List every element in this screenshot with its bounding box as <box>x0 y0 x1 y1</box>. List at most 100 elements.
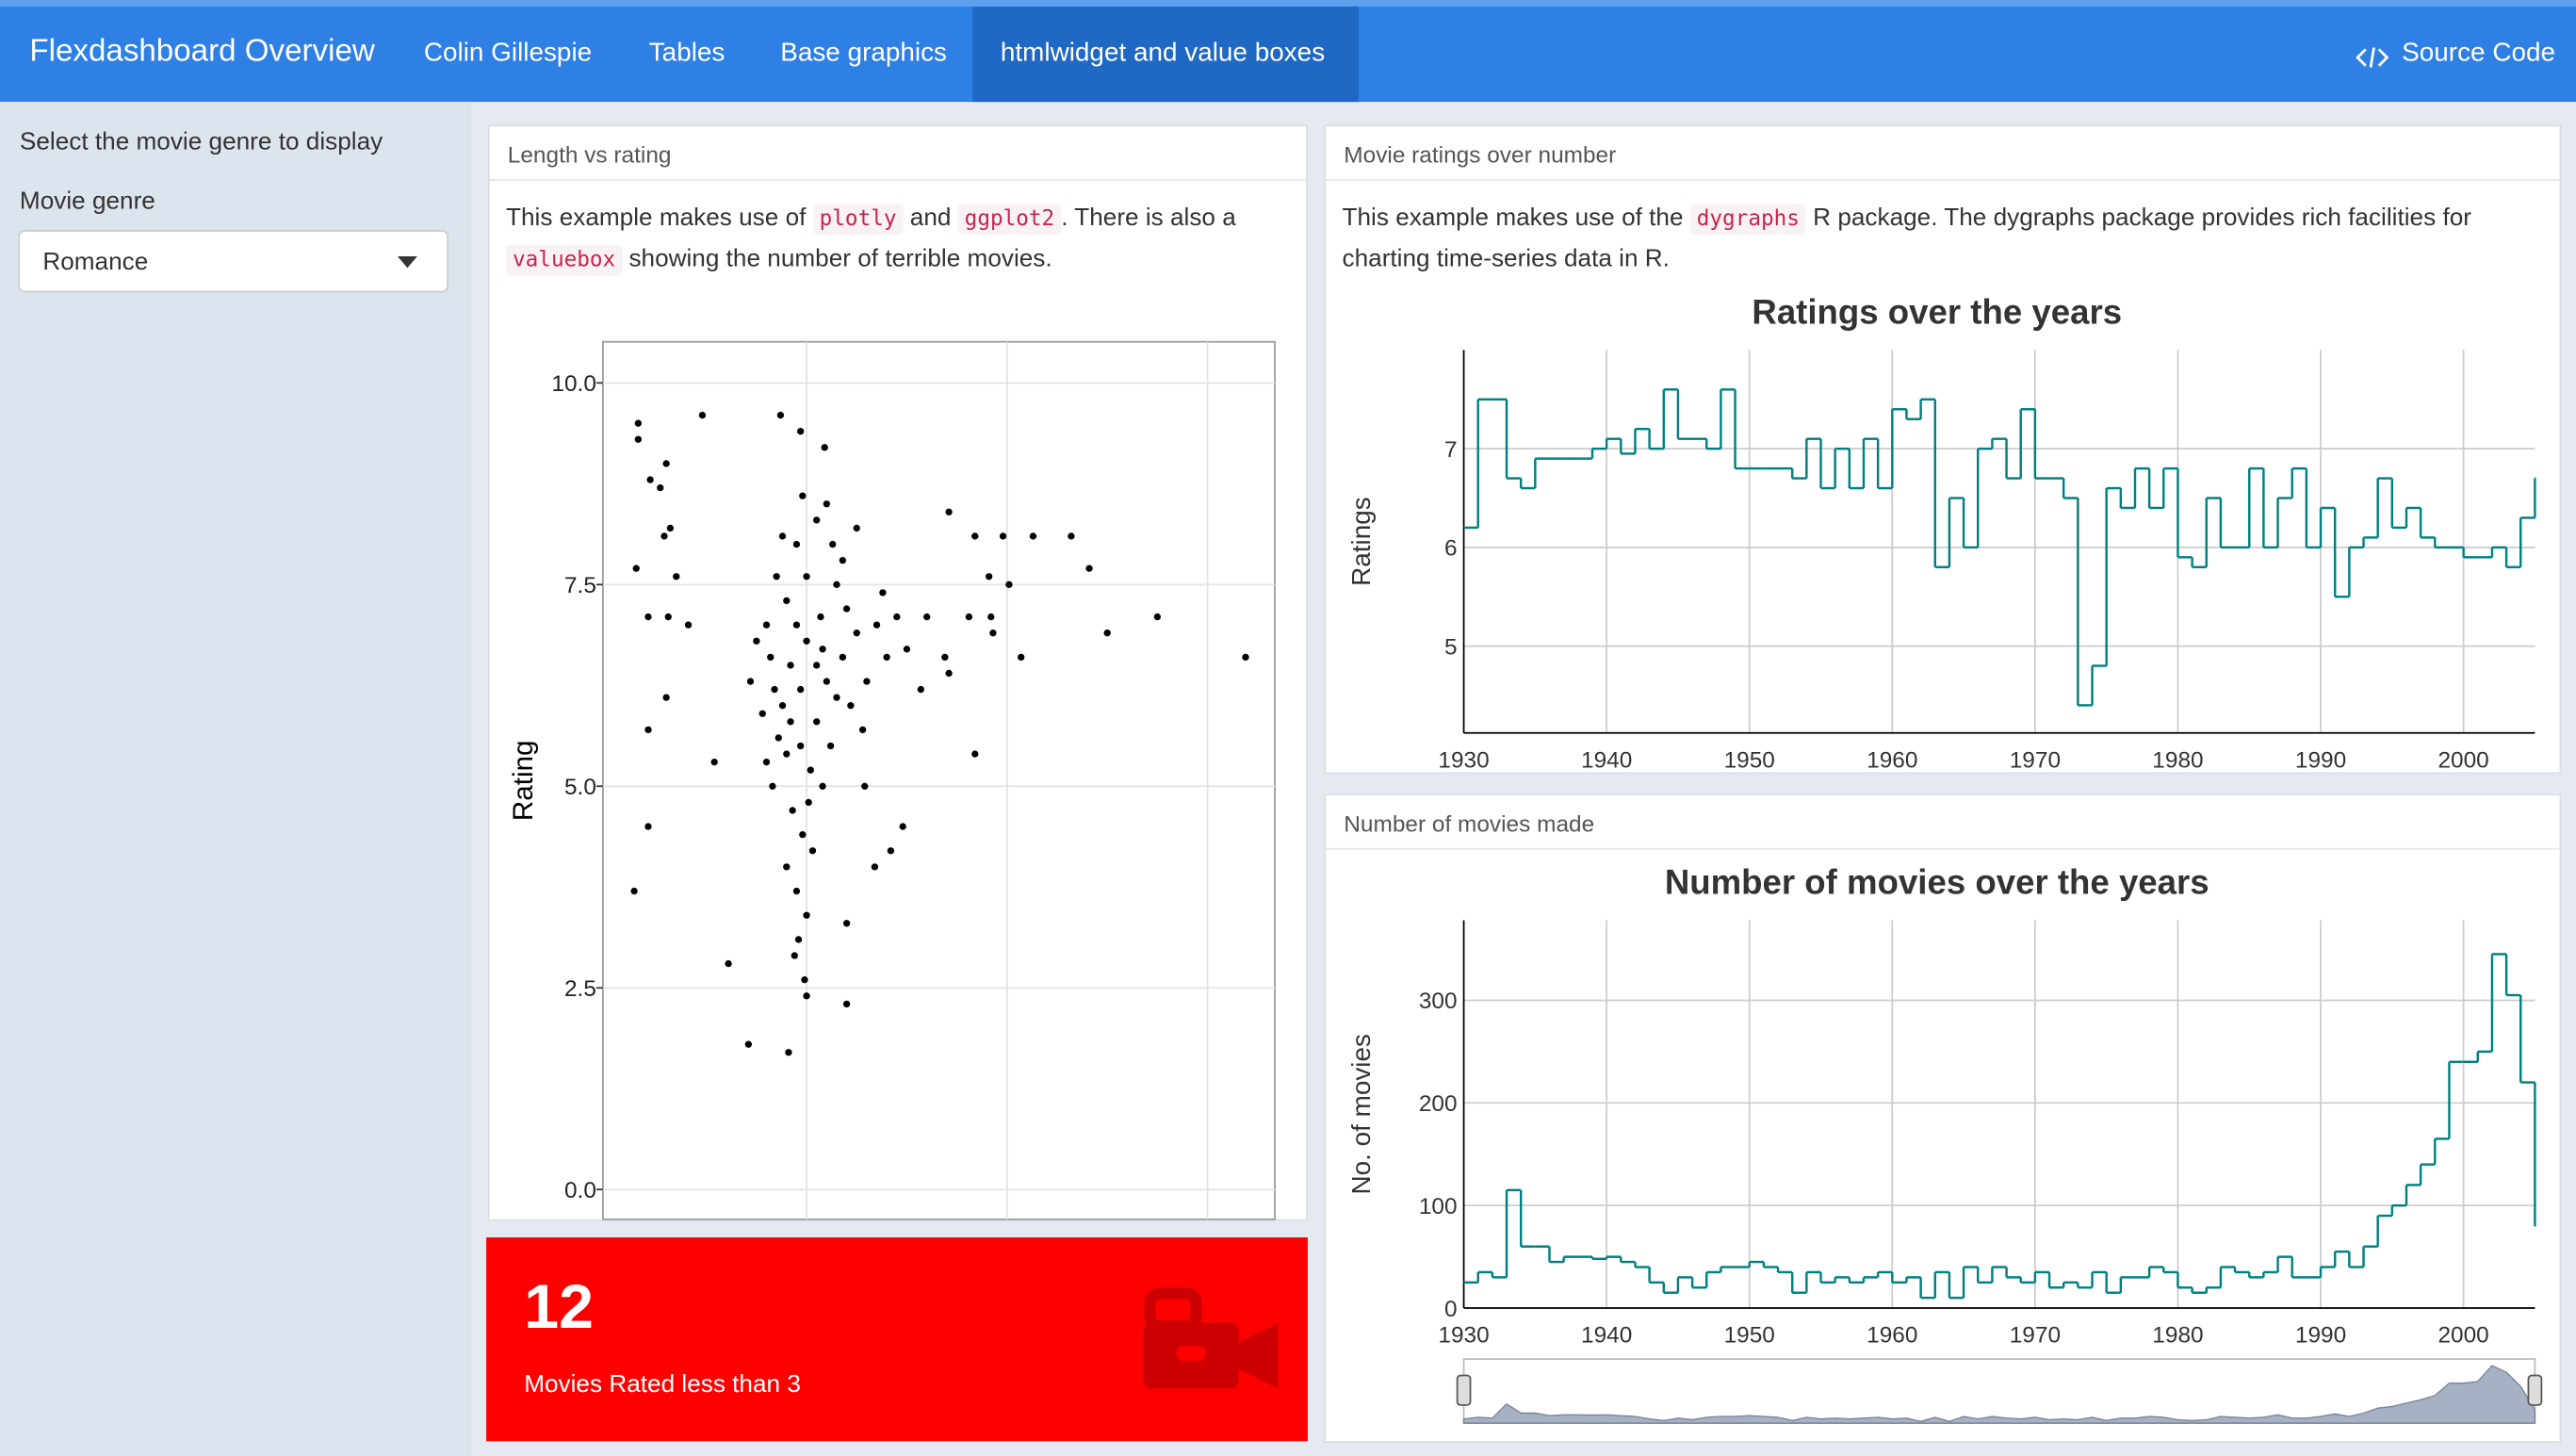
point <box>858 726 867 734</box>
point <box>646 476 654 483</box>
point <box>684 621 693 629</box>
author: Colin Gillespie <box>423 39 593 68</box>
point <box>776 411 785 419</box>
range-area <box>1462 1365 2536 1424</box>
point <box>833 694 840 701</box>
tab[interactable]: Base graphics <box>780 39 948 68</box>
point <box>813 662 821 669</box>
label: Movie genre <box>19 187 155 216</box>
point <box>871 863 879 871</box>
range-selector <box>1462 1358 2536 1424</box>
active-tab-bg <box>972 6 1359 103</box>
point <box>783 597 791 605</box>
dropdown-arrow <box>397 256 417 269</box>
text: and <box>903 204 958 232</box>
value-box: 12 Movies Rated less than 3 <box>486 1237 1308 1442</box>
point <box>829 540 837 548</box>
point <box>971 750 979 758</box>
point <box>833 581 840 588</box>
point <box>662 694 670 701</box>
y-tick-label: 300 <box>1419 989 1458 1014</box>
point <box>861 782 869 790</box>
point <box>826 742 835 750</box>
x-tick-label: 1960 <box>1867 747 1917 773</box>
point <box>989 630 997 637</box>
y-tick-label: 5 <box>1444 634 1458 660</box>
point <box>1085 564 1093 572</box>
point <box>778 532 787 540</box>
point <box>632 564 640 572</box>
panel: Number of movies made <box>1324 793 2562 1444</box>
y-axis-label: Rating <box>508 740 539 821</box>
point <box>799 830 807 839</box>
point <box>773 573 780 581</box>
x-tick-label: 1990 <box>2295 1323 2346 1349</box>
range-handle <box>2527 1374 2543 1406</box>
point <box>903 646 911 653</box>
y-tick-label: 10.0 <box>551 371 596 397</box>
selected-value: Romance <box>42 248 149 276</box>
y-tick-label: 7.5 <box>564 573 596 598</box>
point <box>941 653 949 662</box>
point <box>923 613 931 621</box>
point <box>808 847 817 855</box>
x-tick-label: 1930 <box>1438 1323 1489 1349</box>
y-tick-label: 0 <box>1444 1297 1458 1322</box>
point <box>797 742 805 750</box>
point <box>821 444 828 451</box>
tab[interactable]: Tables <box>648 39 726 68</box>
point <box>986 573 993 581</box>
point <box>783 863 791 871</box>
point <box>660 532 668 540</box>
text: showing the number of terrible movies. <box>622 244 1052 273</box>
point <box>823 500 831 508</box>
point <box>819 646 826 653</box>
point <box>803 992 810 1000</box>
point <box>839 556 847 564</box>
point <box>803 573 810 581</box>
point <box>899 823 906 830</box>
y-tick-label: 0.0 <box>564 1178 596 1203</box>
point <box>1153 613 1162 621</box>
tab[interactable]: htmlwidget and value boxes <box>1000 39 1326 68</box>
source-code-link[interactable]: Source Code <box>2402 39 2556 68</box>
point <box>644 613 652 621</box>
value: 12 <box>524 1273 594 1343</box>
point <box>778 702 787 710</box>
point <box>803 637 810 645</box>
point <box>762 758 771 766</box>
y-tick-label: 5.0 <box>564 775 596 800</box>
text: . There is also a <box>1061 204 1244 232</box>
point <box>987 613 995 621</box>
inline-code: plotly <box>812 204 904 236</box>
genre-select[interactable]: Romance <box>18 230 449 293</box>
panel-text: This example makes use of the dygraphs R… <box>1343 199 2547 279</box>
x-tick-label: 1930 <box>1438 747 1489 773</box>
point <box>634 435 643 443</box>
point <box>805 798 812 807</box>
point <box>662 460 670 467</box>
point <box>807 766 814 774</box>
point <box>644 823 652 830</box>
point <box>792 540 801 548</box>
plot-area <box>602 340 1276 1220</box>
point <box>673 573 680 581</box>
point <box>771 685 778 694</box>
chart-title: Number of movies over the years <box>1665 863 2209 902</box>
point <box>1005 581 1013 588</box>
point <box>801 976 808 984</box>
point <box>853 630 860 637</box>
step-connectors <box>1476 389 2536 706</box>
inline-code: valuebox <box>506 244 623 276</box>
point <box>945 508 953 515</box>
point <box>787 662 794 669</box>
brand[interactable]: Flexdashboard Overview <box>29 34 375 70</box>
point <box>1029 532 1037 540</box>
point <box>753 637 760 645</box>
point <box>1018 653 1025 662</box>
point <box>813 718 821 726</box>
point <box>785 1049 792 1056</box>
